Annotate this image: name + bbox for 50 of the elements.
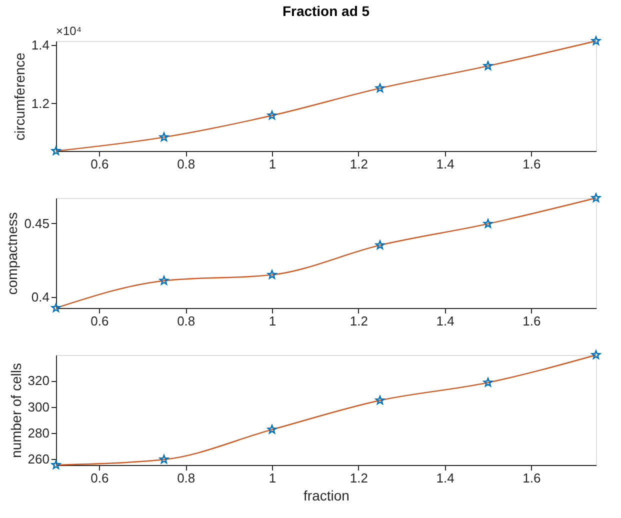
x-tick-label: 1.2 [350, 156, 368, 172]
x-tick-label: 1.4 [436, 314, 454, 328]
point [591, 350, 601, 360]
x-tick-label: 0.8 [177, 156, 196, 172]
x-axis-title: fraction [304, 488, 350, 504]
y-tick-label: 280 [28, 425, 50, 440]
x-tick-label: 0.8 [177, 314, 196, 328]
point [267, 110, 277, 120]
point [267, 424, 277, 434]
point [591, 193, 601, 202]
x-tick-label: 1.4 [436, 156, 454, 172]
x-tick-label: 0.6 [90, 470, 109, 486]
x-tick-label: 0.6 [90, 314, 109, 328]
point [159, 276, 169, 285]
point [51, 303, 61, 312]
x-tick-label: 1.6 [522, 314, 541, 328]
y-tick-label: 0.45 [24, 216, 50, 231]
point [591, 36, 601, 46]
x-tick-label: 1.4 [436, 470, 454, 486]
point [483, 378, 493, 387]
y-axis-title: number of cells [8, 363, 24, 458]
point [375, 396, 385, 404]
point [159, 132, 169, 142]
y-axis-title: compactness [4, 212, 20, 295]
point [267, 270, 277, 279]
point [483, 61, 493, 70]
point [375, 240, 385, 250]
x-tick-label: 1 [268, 314, 276, 328]
text: ×10⁴ [56, 24, 82, 38]
y-tick-label: 1.4 [31, 37, 50, 52]
y-tick-label: 260 [28, 452, 50, 467]
point [51, 460, 61, 470]
chart-title: Fraction ad 5 [282, 3, 370, 19]
y-axis-title: circumference [11, 52, 28, 140]
y-tick-label: 1.2 [31, 96, 50, 111]
point [483, 218, 493, 228]
y-tick-label: 0.4 [31, 290, 50, 305]
point [51, 146, 61, 156]
x-tick-label: 0.8 [177, 470, 196, 486]
x-tick-label: 0.6 [90, 156, 109, 172]
x-tick-label: 1.6 [522, 156, 541, 172]
point [375, 83, 385, 92]
x-tick-label: 1 [268, 470, 276, 486]
point [159, 454, 169, 464]
y-tick-label: 320 [28, 373, 50, 388]
x-tick-label: 1.2 [350, 470, 368, 486]
y-tick-label: 300 [28, 399, 50, 414]
x-tick-label: 1 [268, 156, 276, 172]
x-tick-label: 1.6 [522, 470, 541, 486]
x-tick-label: 1.2 [350, 314, 368, 328]
